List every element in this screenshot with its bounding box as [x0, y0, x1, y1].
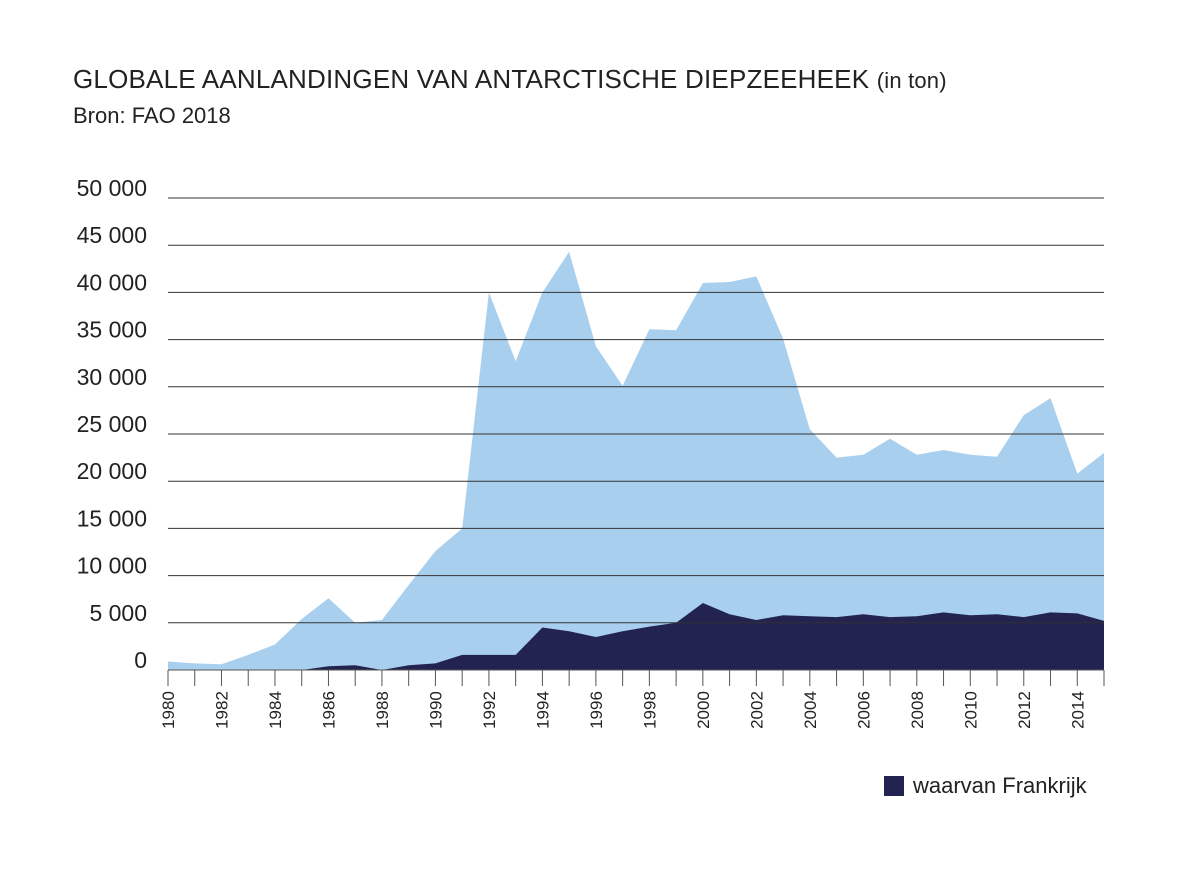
x-tick-label: 2000 — [694, 691, 713, 729]
y-tick-label: 50 000 — [77, 175, 147, 201]
y-tick-label: 10 000 — [77, 553, 147, 579]
chart-gridlines — [168, 197, 1104, 624]
x-tick-label: 1992 — [480, 691, 499, 729]
x-tick-label: 2002 — [747, 691, 766, 729]
chart-title: GLOBALE AANLANDINGEN VAN ANTARCTISCHE DI… — [73, 64, 947, 95]
y-tick-label: 40 000 — [77, 269, 147, 295]
y-axis-ticks: 0 5 000 10 000 15 000 20 000 25 000 30 000 35 0… — [77, 175, 147, 673]
x-tick-label: 1982 — [212, 691, 231, 729]
legend-swatch-france — [884, 776, 904, 796]
y-tick-label: 30 000 — [77, 364, 147, 390]
y-tick-label: 20 000 — [77, 458, 147, 484]
y-tick-label: 25 000 — [77, 411, 147, 437]
area-france-landings — [168, 603, 1104, 670]
x-tick-label: 1996 — [587, 691, 606, 729]
x-tick-label: 1988 — [373, 691, 392, 729]
y-tick-label: 0 — [134, 647, 147, 673]
x-tick-label: 1990 — [426, 691, 445, 729]
y-tick-label: 5 000 — [89, 600, 147, 626]
area-world-landings — [168, 251, 1104, 671]
y-tick-label: 45 000 — [77, 222, 147, 248]
y-tick-label: 35 000 — [77, 317, 147, 343]
x-tick-label: 2008 — [908, 691, 927, 729]
chart-subtitle: Bron: FAO 2018 — [73, 103, 231, 128]
x-tick-label: 2004 — [801, 691, 820, 729]
x-tick-label: 1994 — [533, 691, 552, 729]
x-tick-label: 2006 — [854, 691, 873, 729]
x-tick-label: 1986 — [319, 691, 338, 729]
chart-areas — [168, 251, 1104, 671]
x-tick-label: 2014 — [1068, 691, 1087, 729]
legend-label-france: waarvan Frankrijk — [913, 773, 1087, 798]
x-tick-label: 2012 — [1015, 691, 1034, 729]
chart-title-text: GLOBALE AANLANDINGEN VAN ANTARCTISCHE DI… — [73, 64, 870, 94]
x-tick-label: 1998 — [640, 691, 659, 729]
x-tick-label: 2010 — [961, 691, 980, 729]
y-tick-label: 15 000 — [77, 505, 147, 531]
x-axis: 1980 1982 1984 1986 1988 1990 1992 1994 1996 1998… — [159, 669, 1105, 729]
chart-title-unit: (in ton) — [876, 68, 947, 93]
x-tick-label: 1984 — [266, 691, 285, 729]
legend: waarvan Frankrijk — [884, 773, 1087, 799]
x-tick-label: 1980 — [159, 691, 178, 729]
